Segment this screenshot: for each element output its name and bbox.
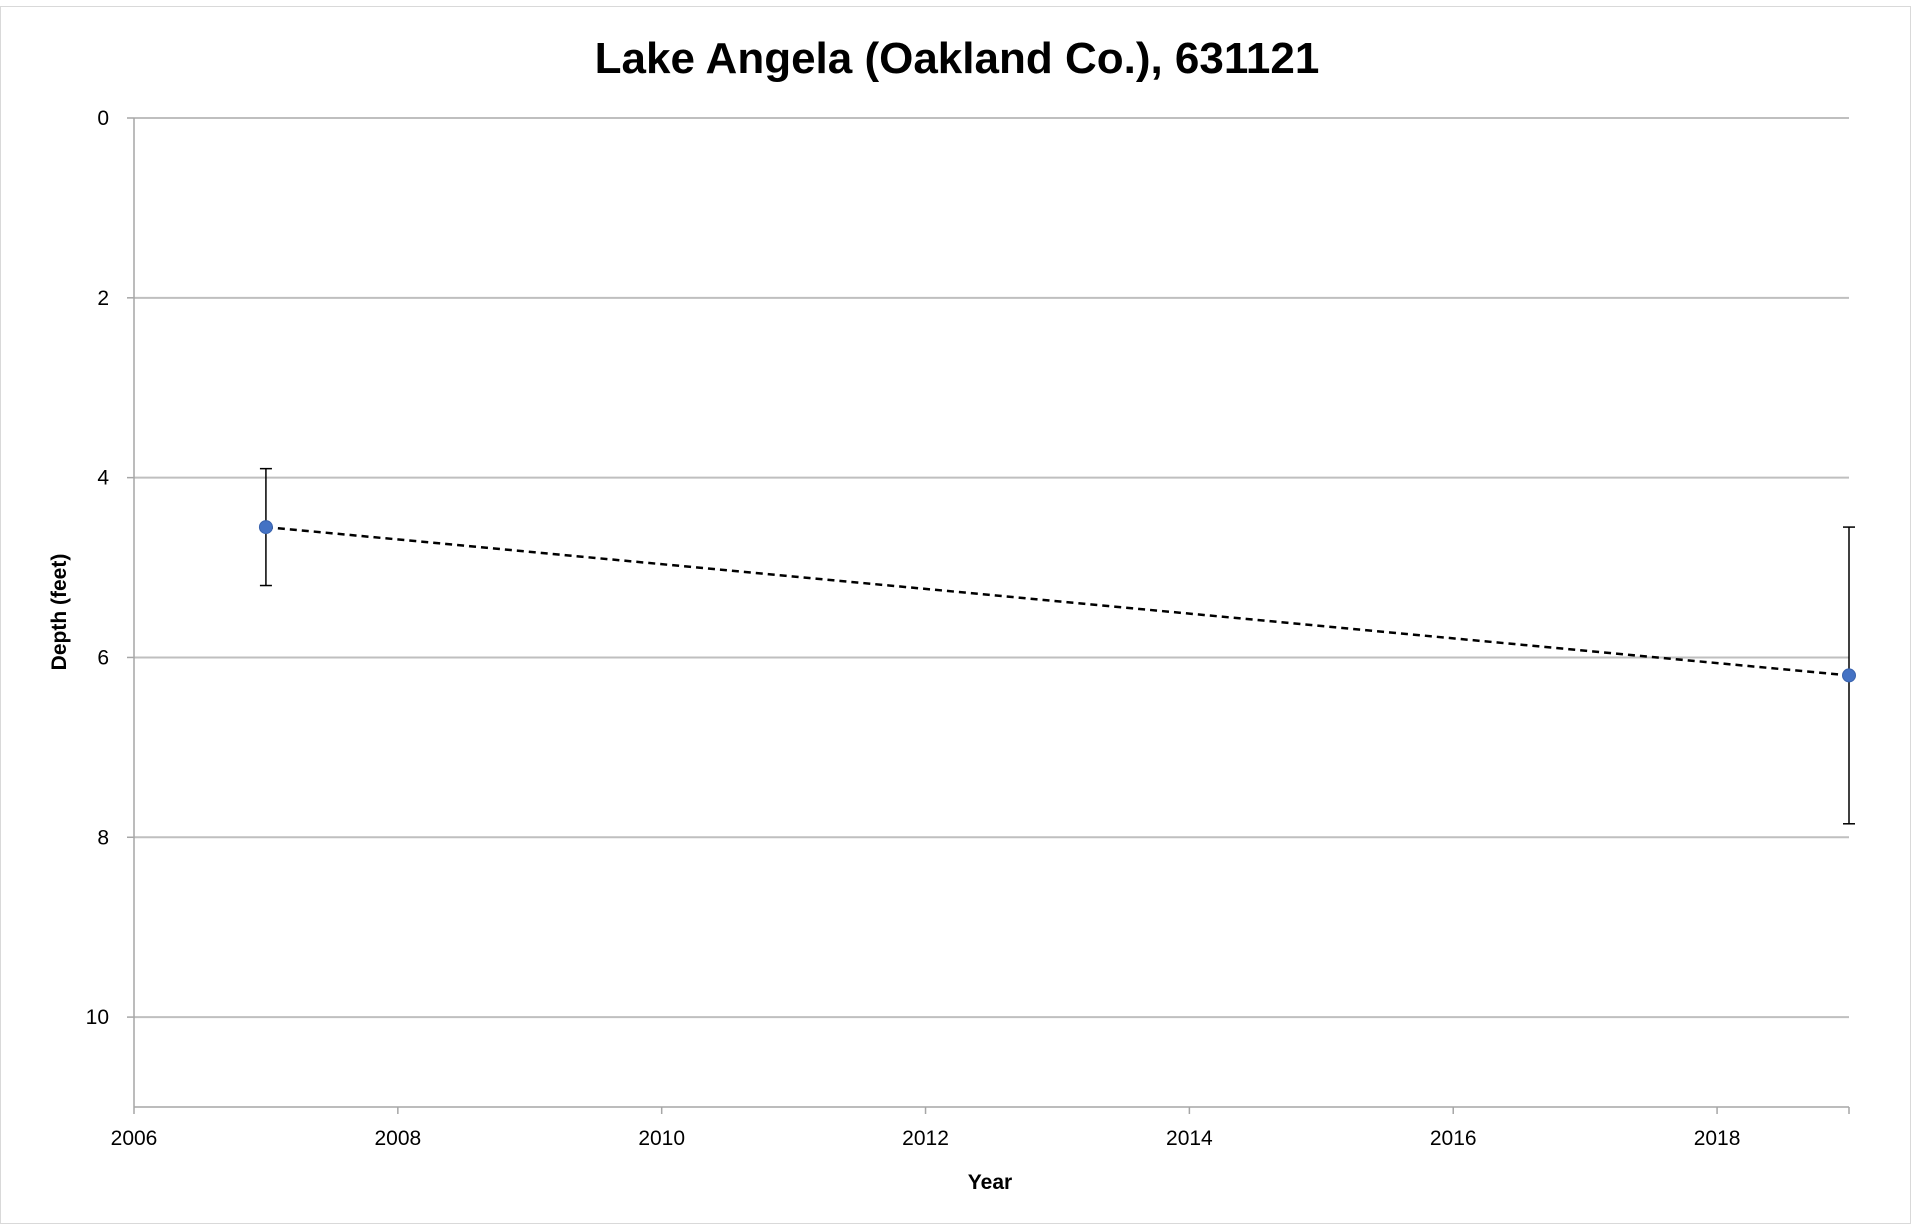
y-tick-label: 10: [86, 1006, 109, 1029]
grid-layer: [134, 117, 1849, 1019]
y-tick-label: 6: [97, 646, 109, 669]
chart-title: Lake Angela (Oakland Co.), 631121: [595, 34, 1320, 83]
y-tick-label: 4: [97, 467, 109, 490]
axis-layer: 0 2 4 6 8 10 2006 2008 2010 2012 2014 2016 2018: [86, 107, 1850, 1150]
data-point: [1842, 668, 1856, 683]
y-tick-label: 8: [97, 826, 109, 849]
trendline: [265, 525, 1850, 677]
x-tick-label: 2018: [1694, 1127, 1741, 1150]
y-tick-label: 2: [97, 287, 109, 310]
point-layer: [258, 520, 1856, 683]
x-tick-label: 2014: [1166, 1127, 1213, 1150]
y-axis-title: Depth (feet): [48, 554, 71, 671]
trend-layer: [265, 525, 1850, 677]
chart-border: [0, 6, 1911, 1224]
y-tick-label: 0: [97, 107, 109, 130]
x-tick-label: 2012: [902, 1127, 949, 1150]
x-tick-label: 2006: [111, 1127, 158, 1150]
x-tick-label: 2010: [638, 1127, 685, 1150]
data-point: [258, 520, 273, 535]
x-tick-label: 2016: [1430, 1127, 1477, 1150]
x-axis-title: Year: [968, 1171, 1012, 1194]
x-tick-label: 2008: [374, 1127, 421, 1150]
